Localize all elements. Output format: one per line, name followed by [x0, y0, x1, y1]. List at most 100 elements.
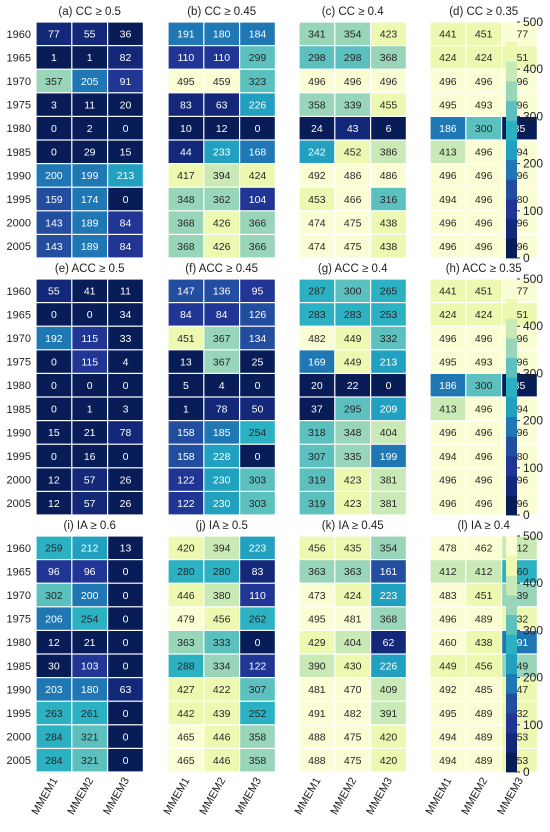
cell-value: 495: [308, 613, 326, 625]
heatmap-cell: [108, 749, 143, 772]
heatmap-cell: [240, 749, 275, 772]
heatmap-cell: [108, 444, 143, 468]
heatmap-cell: [168, 560, 204, 583]
heatmap-cell: [299, 725, 335, 748]
colorbar-segment: [506, 654, 517, 675]
heatmap-panel: (k) IA ≥ 0.45 456 435 354 363 363 161 473 424 223…: [293, 520, 406, 817]
cell-value: 496: [439, 427, 457, 439]
cell-value: 0: [123, 731, 129, 743]
heatmap-cell: [108, 631, 143, 654]
heatmap-cell: [204, 303, 239, 326]
cell-value: 252: [249, 708, 267, 720]
cell-value: 390: [308, 661, 326, 673]
colorbar-segment: [506, 22, 517, 43]
heatmap-cell: [299, 536, 335, 559]
cell-value: 363: [344, 566, 362, 578]
heatmap-cell: [299, 678, 335, 701]
heatmap-cell: [430, 303, 466, 326]
cell-value: 78: [120, 427, 132, 439]
cell-value: 460: [439, 637, 457, 649]
cell-value: 226: [249, 99, 267, 111]
colorbar-segment: [506, 555, 517, 576]
colorbar-segment: [506, 475, 517, 496]
colorbar-segment: [506, 456, 517, 477]
heatmap-cell: [168, 211, 204, 234]
heatmap-cell: [72, 583, 107, 607]
heatmap-cell: [108, 46, 143, 69]
heatmap-cell: [36, 326, 72, 350]
heatmap-cell: [299, 397, 335, 420]
heatmap-cell: [240, 444, 275, 468]
cell-value: 200: [45, 170, 63, 182]
cell-value: 456: [475, 661, 493, 673]
cell-value: 50: [252, 404, 264, 416]
heatmap-cell: [36, 211, 72, 234]
cell-value: 0: [123, 194, 129, 206]
heatmap-cell: [108, 69, 143, 93]
y-tick-label: 1960: [7, 543, 31, 555]
colorbar-tick-label: 100: [523, 204, 543, 218]
cell-value: 496: [439, 498, 457, 510]
heatmap-cell: [72, 607, 107, 630]
cell-value: 0: [51, 123, 57, 135]
cell-value: 11: [120, 286, 131, 298]
heatmap-cell: [240, 583, 275, 607]
heatmap-cell: [168, 444, 204, 468]
heatmap-cell: [204, 235, 239, 258]
colorbar-tick-label: 500: [523, 15, 543, 29]
heatmap-cell: [240, 117, 275, 140]
colorbar-segment: [506, 81, 517, 102]
cell-value: 1: [51, 52, 57, 64]
heatmap-cell: [335, 749, 370, 772]
heatmap-cell: [371, 303, 406, 326]
x-tick-label: MMEM2: [197, 776, 228, 817]
cell-value: 495: [439, 356, 457, 368]
heatmap-cell: [240, 279, 275, 302]
heatmap-cell: [430, 93, 466, 116]
heatmap-cell: [72, 374, 107, 397]
cell-value: 83: [252, 566, 264, 578]
heatmap-cell: [36, 701, 72, 725]
cell-value: 451: [475, 286, 493, 298]
cell-value: 412: [475, 566, 493, 578]
y-tick-label: 2005: [7, 755, 31, 767]
heatmap-cell: [168, 350, 204, 373]
heatmap-cell: [36, 725, 72, 748]
heatmap-cell: [240, 631, 275, 654]
cell-value: 21: [84, 427, 96, 439]
cell-value: 354: [380, 543, 398, 555]
heatmap-cell: [168, 140, 204, 163]
cell-value: 496: [475, 194, 493, 206]
y-tick-label: 1990: [7, 684, 31, 696]
cell-value: 481: [308, 684, 326, 696]
y-tick-label: 1970: [7, 590, 31, 602]
heatmap-cell: [108, 187, 143, 211]
cell-value: 494: [439, 194, 457, 206]
colorbar-tick-label: 500: [523, 529, 543, 543]
cell-value: 496: [475, 404, 493, 416]
cell-value: 3: [51, 99, 57, 111]
cell-value: 474: [308, 241, 326, 253]
heatmap-cell: [36, 421, 72, 444]
panel-title: (b) CC ≥ 0.45: [187, 6, 256, 18]
heatmap-cell: [430, 374, 466, 397]
heatmap-cell: [72, 140, 107, 163]
heatmap-cell: [204, 350, 239, 373]
cell-value: 122: [177, 498, 195, 510]
cell-value: 496: [475, 170, 493, 182]
heatmap-cell: [466, 468, 501, 491]
heatmap-cell: [299, 492, 335, 515]
heatmap-cell: [72, 22, 107, 45]
cell-value: 485: [475, 684, 493, 696]
cell-value: 242: [308, 147, 326, 159]
heatmap-cell: [36, 492, 72, 515]
colorbar-tick-label: 0: [523, 765, 530, 779]
cell-value: 424: [439, 52, 457, 64]
cell-value: 455: [380, 99, 398, 111]
heatmap-cell: [240, 46, 275, 69]
cell-value: 479: [177, 613, 195, 625]
cell-value: 412: [439, 566, 457, 578]
cell-value: 449: [439, 661, 457, 673]
heatmap-cell: [430, 607, 466, 630]
